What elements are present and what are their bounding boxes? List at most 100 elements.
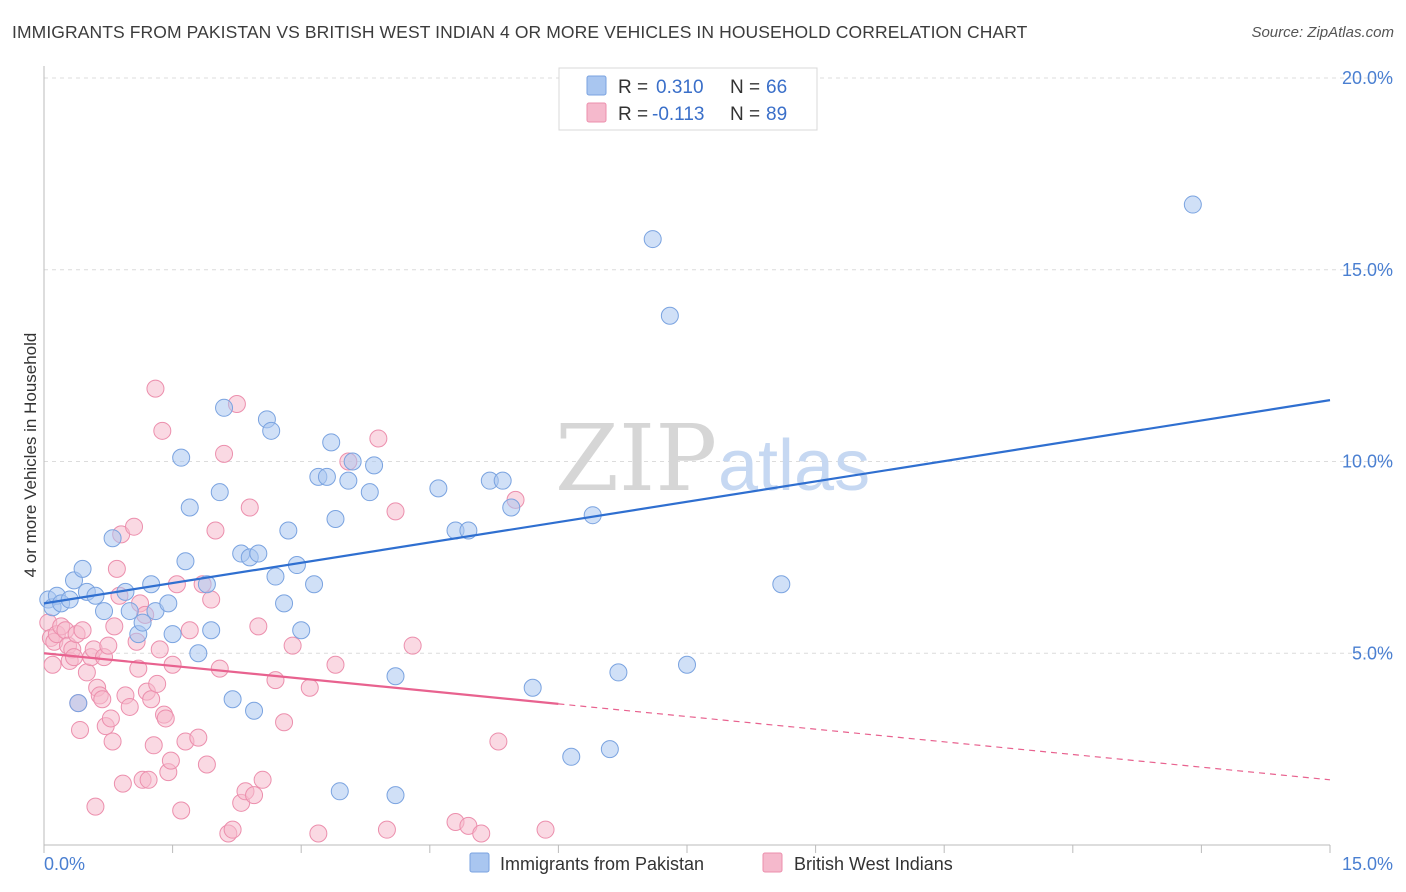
bwi-point xyxy=(386,502,405,521)
bwi-point xyxy=(99,636,118,655)
bwi-point xyxy=(202,590,221,609)
pakistan-point xyxy=(103,529,122,548)
pakistan-point xyxy=(249,544,268,563)
bwi-point xyxy=(103,732,122,751)
x-tick-min: 0.0% xyxy=(44,854,85,874)
bwi-point xyxy=(73,621,92,640)
bwi-point xyxy=(275,713,294,732)
bwi-point xyxy=(377,820,396,839)
bwi-point xyxy=(71,720,90,739)
pakistan-point xyxy=(292,621,311,640)
pakistan-point xyxy=(266,567,285,586)
bwi-point xyxy=(161,751,180,770)
legend-swatch-blue xyxy=(586,75,607,96)
y-tick-label: 15.0% xyxy=(1342,260,1393,280)
pakistan-point xyxy=(502,498,521,517)
bwi-point xyxy=(146,379,165,398)
bwi-point xyxy=(101,709,120,728)
pakistan-point xyxy=(322,433,341,452)
bwi-point xyxy=(156,709,175,728)
bwi-point xyxy=(283,636,302,655)
bwi-point xyxy=(403,636,422,655)
legend-n-label-1: N = xyxy=(730,77,760,98)
pakistan-point xyxy=(493,471,512,490)
pakistan-point xyxy=(245,701,264,720)
pakistan-point xyxy=(360,483,379,502)
bwi-point xyxy=(125,517,144,536)
british-west-indians-points xyxy=(39,379,555,843)
bwi-point xyxy=(215,444,234,463)
y-axis-label: 4 or more Vehicles in Household xyxy=(21,333,40,578)
legend-r-value-2: -0.113 xyxy=(652,104,704,125)
pakistan-point xyxy=(772,575,791,594)
bwi-point xyxy=(142,690,161,709)
bwi-point xyxy=(153,421,172,440)
pakistan-point xyxy=(202,621,221,640)
pakistan-point xyxy=(386,786,405,805)
bottom-legend-label-pakistan: Immigrants from Pakistan xyxy=(500,854,704,874)
pakistan-point xyxy=(275,594,294,613)
y-tick-label: 20.0% xyxy=(1342,68,1393,88)
bwi-trend-line-solid xyxy=(43,652,559,705)
pakistan-point xyxy=(172,448,191,467)
bwi-point xyxy=(107,559,126,578)
bwi-point xyxy=(150,640,169,659)
bwi-point xyxy=(266,671,285,690)
pakistan-point xyxy=(330,782,349,801)
pakistan-point xyxy=(678,655,696,674)
pakistan-point xyxy=(223,690,242,709)
bwi-point xyxy=(113,774,132,793)
bwi-point xyxy=(139,770,158,789)
bwi-point xyxy=(249,617,268,636)
pakistan-point xyxy=(600,740,619,759)
pakistan-point xyxy=(523,678,542,697)
pakistan-point xyxy=(215,398,234,417)
bwi-point xyxy=(536,820,555,839)
pakistan-point xyxy=(180,498,199,517)
bwi-point xyxy=(120,697,139,716)
pakistan-point xyxy=(159,594,178,613)
pakistan-point xyxy=(643,230,662,249)
pakistan-point xyxy=(339,471,358,490)
legend-n-label-2: N = xyxy=(730,104,760,125)
pakistan-point xyxy=(189,644,208,663)
bottom-legend: Immigrants from Pakistan British West In… xyxy=(469,852,953,874)
bottom-legend-swatch-pink xyxy=(762,852,783,873)
pakistan-point xyxy=(1183,195,1202,214)
pakistan-point xyxy=(197,575,216,594)
pakistan-point xyxy=(609,663,628,682)
legend: R = 0.310 N = 66 R = -0.113 N = 89 xyxy=(558,67,818,131)
chart-source: Source: ZipAtlas.com xyxy=(1251,24,1394,41)
bwi-point xyxy=(172,801,191,820)
bwi-point xyxy=(148,674,167,693)
pakistan-point xyxy=(317,467,336,486)
pakistan-point xyxy=(73,559,92,578)
bwi-point xyxy=(86,797,105,816)
bwi-point xyxy=(180,621,199,640)
x-tick-max: 15.0% xyxy=(1342,854,1393,874)
bwi-point xyxy=(210,659,229,678)
gridlines xyxy=(44,77,1392,654)
bwi-point xyxy=(253,770,272,789)
bottom-legend-swatch-blue xyxy=(469,852,490,873)
bwi-point xyxy=(240,498,259,517)
pakistan-point xyxy=(279,521,298,540)
bottom-legend-label-bwi: British West Indians xyxy=(794,854,953,874)
bwi-trend-line-dashed xyxy=(558,703,1331,781)
pakistan-point xyxy=(660,306,679,325)
watermark-zip: ZIP xyxy=(555,405,717,512)
pakistan-point xyxy=(95,602,114,621)
legend-r-value-1: 0.310 xyxy=(656,77,704,98)
pakistan-point xyxy=(133,613,152,632)
legend-r-label-2: R = xyxy=(618,104,648,125)
bwi-point xyxy=(43,655,62,674)
bwi-point xyxy=(472,824,491,843)
legend-swatch-pink xyxy=(586,102,607,123)
pakistan-point xyxy=(343,452,362,471)
bwi-point xyxy=(129,659,148,678)
bwi-point xyxy=(309,824,328,843)
pakistan-point xyxy=(562,747,581,766)
bwi-point xyxy=(144,736,163,755)
pakistan-point xyxy=(262,421,281,440)
